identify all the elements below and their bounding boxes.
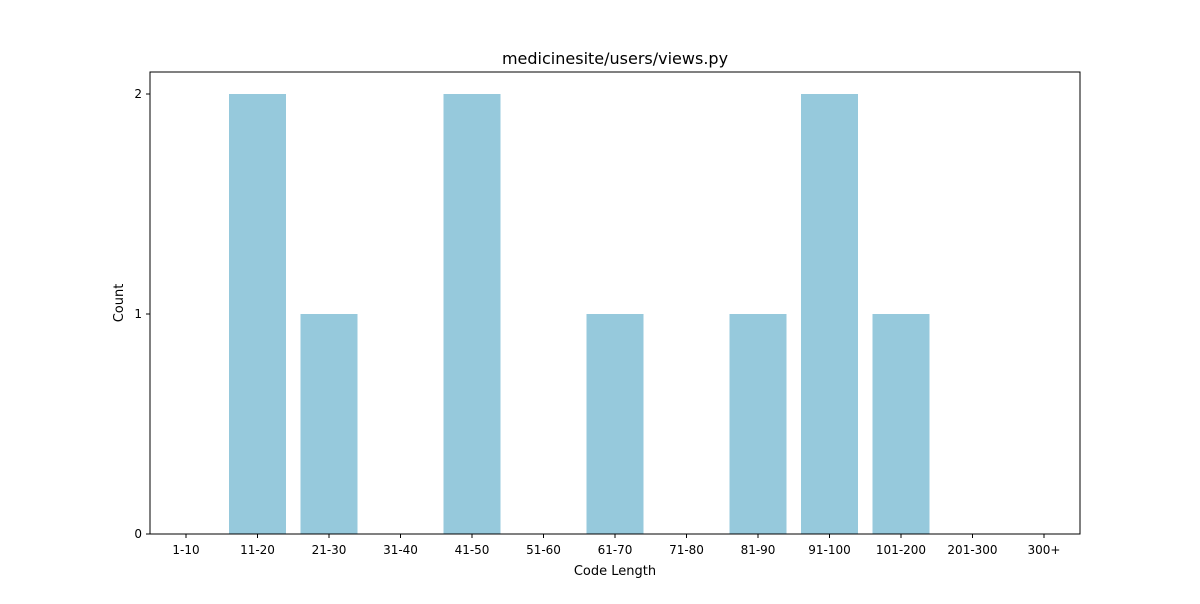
- chart-title: medicinesite/users/views.py: [502, 49, 728, 68]
- x-tick-label: 81-90: [741, 543, 776, 557]
- x-tick-label: 91-100: [808, 543, 851, 557]
- y-tick-label: 1: [134, 307, 142, 321]
- x-tick-label: 201-300: [947, 543, 997, 557]
- y-axis-ticks: 0 1 2: [134, 87, 150, 541]
- x-tick-label: 300+: [1028, 543, 1061, 557]
- bar-61-70: [586, 314, 644, 534]
- bar-21-30: [300, 314, 358, 534]
- x-axis-ticks: 1-10 11-20 21-30 31-40 41-50 51-60 61-70 71-80 8…: [172, 534, 1060, 557]
- y-axis-label: Count: [112, 284, 127, 323]
- y-tick-label: 2: [134, 87, 142, 101]
- x-tick-label: 101-200: [876, 543, 926, 557]
- bar-11-20: [229, 94, 286, 534]
- x-tick-label: 51-60: [526, 543, 561, 557]
- x-tick-label: 11-20: [240, 543, 275, 557]
- bar-41-50: [443, 94, 501, 534]
- x-tick-label: 41-50: [455, 543, 490, 557]
- bar-81-90: [729, 314, 787, 534]
- x-tick-label: 1-10: [172, 543, 199, 557]
- x-axis-label: Code Length: [574, 564, 656, 579]
- bar-101-200: [872, 314, 930, 534]
- bars-group: [229, 94, 930, 534]
- y-tick-label: 0: [134, 527, 142, 541]
- x-tick-label: 71-80: [669, 543, 704, 557]
- x-tick-label: 31-40: [383, 543, 418, 557]
- x-tick-label: 21-30: [312, 543, 347, 557]
- bar-91-100: [801, 94, 858, 534]
- x-tick-label: 61-70: [598, 543, 633, 557]
